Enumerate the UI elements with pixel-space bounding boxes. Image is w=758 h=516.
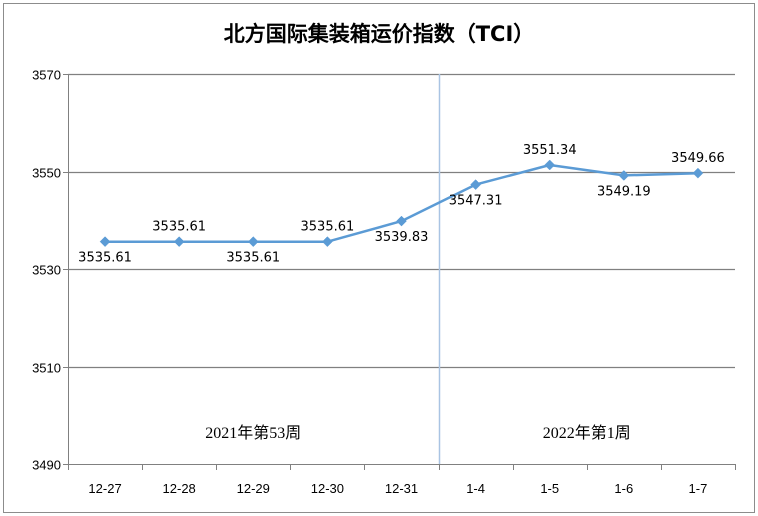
data-point-marker: [618, 170, 630, 181]
y-tick-label: 3510: [32, 361, 61, 376]
data-point-marker: [173, 236, 185, 248]
y-tick-label: 3550: [32, 166, 61, 181]
data-label: 3547.31: [449, 194, 503, 209]
data-label: 3549.66: [671, 151, 725, 166]
x-tick-label: 1-6: [614, 481, 633, 496]
x-tick-label: 1-5: [540, 481, 559, 496]
week-annotation: 2022年第1周: [543, 424, 631, 442]
data-point-marker: [322, 236, 333, 248]
data-label: 3535.61: [226, 251, 280, 266]
annotation-layer: 2021年第53周 2022年第1周: [205, 424, 631, 442]
x-tick-label: 12-27: [88, 481, 121, 496]
data-point-marker: [544, 159, 556, 171]
chart-title: 北方国际集装箱运价指数（TCI）: [224, 22, 535, 46]
data-point-marker: [692, 167, 704, 179]
data-label: 3539.83: [375, 230, 429, 245]
data-point-marker: [470, 179, 481, 190]
y-tick-label: 3490: [32, 458, 61, 473]
y-tick-label: 3570: [32, 68, 61, 83]
data-label: 3535.61: [152, 220, 206, 235]
x-tick-label: 12-31: [385, 481, 418, 496]
axis-layer: 3490 3510 3530 3550 3570 12-27 12-28 12-29 12-30…: [32, 68, 736, 496]
x-tick-label: 1-7: [689, 481, 708, 496]
label-layer: 3535.61 3535.61 3535.61 3535.61 3539.83 3547.…: [78, 143, 725, 266]
data-point-marker: [99, 236, 111, 248]
data-label: 3551.34: [523, 143, 577, 158]
x-tick-label: 12-30: [311, 481, 344, 496]
x-tick-label: 12-28: [163, 481, 196, 496]
grid-layer: [68, 73, 735, 464]
series-layer: [99, 159, 704, 248]
data-label: 3535.61: [78, 251, 132, 266]
x-tick-label: 12-29: [237, 481, 270, 496]
week-annotation: 2021年第53周: [205, 424, 301, 442]
data-point-marker: [247, 236, 259, 248]
y-tick-label: 3530: [32, 263, 61, 278]
chart-outer-border: [3, 3, 755, 513]
data-label: 3549.19: [597, 184, 651, 199]
data-point-marker: [396, 215, 407, 227]
x-tick-label: 1-4: [466, 481, 485, 496]
data-label: 3535.61: [301, 220, 355, 235]
